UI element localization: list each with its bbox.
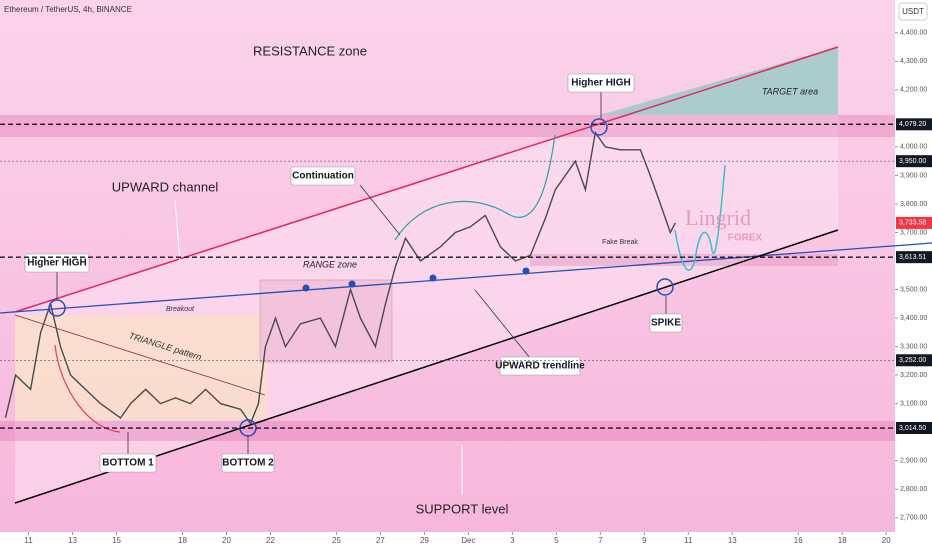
continuation-arrow bbox=[394, 134, 556, 241]
annotation: SUPPORT level bbox=[416, 501, 509, 516]
annotation: UPWARD trendline bbox=[495, 361, 585, 372]
price-level-label: 3,733.58 bbox=[899, 220, 926, 227]
price-level-box bbox=[896, 422, 932, 435]
range-zone bbox=[259, 279, 393, 363]
target-area bbox=[600, 47, 838, 115]
symbol-info: Ethereum / TetherUS, 4h, BINANCE bbox=[4, 5, 132, 14]
price-axis-panel bbox=[895, 0, 932, 550]
annotation: TARGET area bbox=[762, 86, 818, 96]
touch-point bbox=[522, 267, 530, 275]
annotation: BOTTOM 1 bbox=[102, 458, 154, 469]
x-tick-label: 5 bbox=[554, 536, 559, 545]
price-line bbox=[4, 130, 676, 426]
y-tick-label: 3,400.00 bbox=[900, 315, 927, 322]
y-tick-label: 3,800.00 bbox=[900, 201, 927, 208]
annotation: RANGE zone bbox=[303, 259, 357, 269]
x-tick-label: 20 bbox=[222, 536, 231, 545]
x-tick-label: 15 bbox=[112, 536, 121, 545]
annotation: Fake Break bbox=[602, 239, 638, 246]
annotation: SPIKE bbox=[651, 318, 681, 329]
y-tick-label: 3,900.00 bbox=[900, 172, 927, 179]
y-tick-label: 2,900.00 bbox=[900, 458, 927, 465]
annotation: Higher HIGH bbox=[27, 258, 86, 269]
price-level-label: 3,252.00 bbox=[899, 357, 926, 364]
currency: USDT bbox=[902, 7, 924, 16]
x-tick-label: 16 bbox=[794, 536, 803, 545]
x-tick-label: 13 bbox=[68, 536, 77, 545]
touch-point bbox=[348, 280, 356, 288]
price-level-label: 3,950.00 bbox=[899, 158, 926, 165]
x-tick-label: 18 bbox=[178, 536, 187, 545]
y-tick-label: 3,100.00 bbox=[900, 400, 927, 407]
annotation: BOTTOM 2 bbox=[222, 458, 274, 469]
price-level-label: 3,613.51 bbox=[899, 254, 926, 261]
breakout-line bbox=[0, 242, 932, 314]
resistance-band bbox=[0, 115, 895, 137]
triangle-zone bbox=[15, 315, 267, 420]
x-tick-label: 13 bbox=[728, 536, 737, 545]
price-level-box bbox=[896, 155, 932, 168]
y-tick-label: 3,500.00 bbox=[900, 286, 927, 293]
time-axis-panel bbox=[0, 532, 895, 550]
x-tick-label: 11 bbox=[24, 536, 33, 545]
y-tick-label: 4,000.00 bbox=[900, 144, 927, 151]
y-tick-label: 4,400.00 bbox=[900, 30, 927, 37]
x-tick-label: 20 bbox=[882, 536, 891, 545]
price-level-box bbox=[896, 118, 932, 131]
touch-point bbox=[429, 274, 437, 282]
support-band bbox=[0, 421, 895, 441]
x-tick-label: 27 bbox=[376, 536, 385, 545]
y-tick-label: 2,700.00 bbox=[900, 515, 927, 522]
channel-upper-line bbox=[14, 46, 839, 313]
pivot-circle bbox=[656, 278, 674, 296]
x-tick-label: 29 bbox=[420, 536, 429, 545]
annotation: UPWARD channel bbox=[112, 179, 219, 194]
series-layer bbox=[4, 130, 676, 426]
watermark: Lingrid bbox=[685, 205, 751, 230]
currency-box bbox=[898, 2, 928, 21]
price-level-label: 3,014.50 bbox=[899, 425, 926, 432]
annotation: Higher HIGH bbox=[571, 78, 630, 89]
triangle-line bbox=[14, 314, 266, 396]
price-level-box bbox=[896, 354, 932, 367]
x-tick-label: 22 bbox=[266, 536, 275, 545]
pointer bbox=[474, 289, 531, 359]
label-box bbox=[24, 253, 90, 273]
pivot-circle bbox=[590, 118, 608, 136]
x-tick-label: 7 bbox=[598, 536, 603, 545]
x-tick-label: 3 bbox=[510, 536, 515, 545]
label-box bbox=[99, 453, 157, 473]
y-tick-label: 4,200.00 bbox=[900, 87, 927, 94]
annotation: Breakout bbox=[166, 306, 195, 313]
y-tick-label: 3,300.00 bbox=[900, 343, 927, 350]
y-tick-label: 3,200.00 bbox=[900, 372, 927, 379]
x-tick-label: 25 bbox=[332, 536, 341, 545]
y-tick-label: 3,700.00 bbox=[900, 229, 927, 236]
x-tick-label: 11 bbox=[684, 536, 693, 545]
y-tick-label: 4,300.00 bbox=[900, 58, 927, 65]
bottom-arrow bbox=[54, 344, 121, 433]
annotation: RESISTANCE zone bbox=[253, 43, 367, 58]
touch-point bbox=[302, 284, 310, 292]
label-box bbox=[221, 453, 275, 473]
price-level-box bbox=[896, 251, 932, 264]
pointer bbox=[174, 199, 181, 263]
projection-path bbox=[674, 164, 726, 271]
x-tick-label: Dec bbox=[461, 536, 475, 545]
watermark: FOREX bbox=[728, 233, 763, 244]
label-box bbox=[649, 313, 683, 333]
label-box bbox=[290, 166, 356, 186]
x-tick-label: 9 bbox=[642, 536, 647, 545]
label-box bbox=[567, 73, 635, 93]
annotation: Continuation bbox=[292, 171, 354, 182]
price-level-label: 4,079.20 bbox=[899, 121, 926, 128]
pointer bbox=[359, 184, 401, 236]
price-level-box bbox=[896, 216, 932, 229]
label-box bbox=[499, 356, 581, 376]
x-tick-label: 18 bbox=[838, 536, 847, 545]
y-tick-label: 2,800.00 bbox=[900, 486, 927, 493]
pivot-circle bbox=[48, 299, 66, 317]
